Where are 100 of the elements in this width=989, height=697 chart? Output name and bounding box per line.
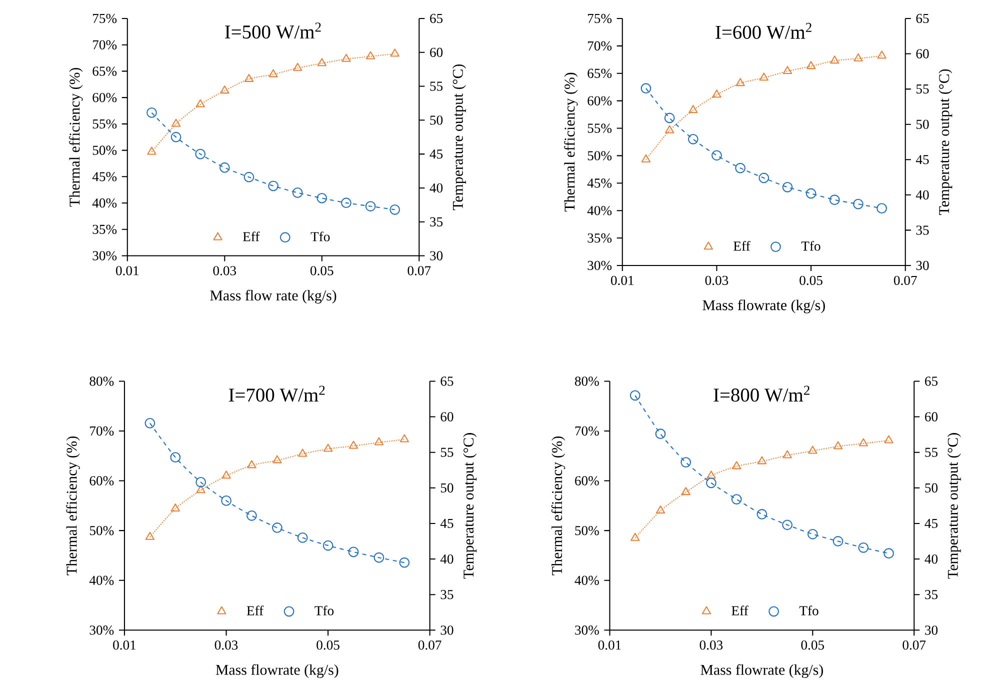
point (247, 460, 256, 468)
y-tick-label: 80% (574, 376, 599, 386)
y-tick-label: 60% (575, 476, 599, 486)
y-tick-label: 50% (588, 150, 612, 160)
point (756, 508, 768, 520)
y2-axis-title: Temperature output (°C) (452, 64, 466, 210)
y2-tick-label: 40 (924, 554, 938, 564)
point (736, 78, 745, 86)
point (221, 495, 232, 506)
point (688, 134, 698, 144)
y2-tick-label: 50 (430, 115, 443, 125)
point (390, 204, 400, 215)
y2-tick-label: 45 (916, 154, 929, 164)
y2-tick-label: 55 (925, 448, 938, 457)
point (829, 194, 840, 205)
point (297, 532, 308, 543)
point (630, 532, 640, 541)
point (782, 450, 792, 458)
point (342, 54, 351, 62)
point (807, 528, 818, 540)
y-tick-label: 75% (588, 14, 612, 23)
y-tick-label: 65% (588, 68, 612, 78)
y-tick-label: 35% (588, 233, 612, 243)
point (244, 172, 254, 182)
y2-tick-label: 65 (430, 14, 443, 23)
point (400, 434, 409, 442)
point (876, 203, 887, 214)
point (316, 192, 328, 204)
point (246, 510, 257, 521)
y2-tick-label: 40 (916, 190, 929, 200)
point (196, 476, 206, 488)
point (640, 83, 652, 94)
y2-tick-label: 65 (925, 376, 938, 386)
point (170, 132, 182, 142)
y-tick-label: 55% (92, 119, 117, 128)
point (374, 552, 384, 563)
y2-tick-label: 55 (430, 82, 443, 91)
y-tick-label: 50% (90, 526, 114, 536)
point (832, 536, 844, 546)
y-tick-label: 60% (90, 476, 114, 486)
chart-title: I=500 W/m$^{2}$ (225, 22, 321, 39)
y2-axis-title: Temperature output (°C) (463, 432, 477, 579)
point (833, 441, 843, 450)
y2-tick-label: 40 (440, 554, 454, 564)
point (782, 520, 792, 530)
y-tick-label: 30% (588, 260, 612, 270)
y2-tick-label: 35 (440, 590, 454, 600)
y-tick-label: 70% (588, 41, 612, 50)
y2-axis-title: Temperature output (°C) (947, 432, 961, 579)
x-tick-label: 0.01 (610, 276, 634, 285)
x-tick-label: 0.01 (598, 640, 621, 650)
point (323, 444, 333, 452)
y2-axis-title: Temperature output (°C) (938, 69, 952, 215)
y2-tick-label: 45 (430, 149, 443, 158)
point (144, 418, 156, 428)
point (735, 162, 746, 174)
y-tick-label: 40% (587, 206, 612, 216)
y-tick-label: 80% (90, 376, 114, 386)
y-tick-label: 60% (92, 92, 117, 102)
point (806, 60, 816, 69)
point (854, 53, 863, 62)
y2-tick-label: 50 (916, 120, 929, 129)
point (759, 72, 768, 80)
point (293, 62, 302, 71)
point (641, 154, 651, 162)
y2-tick-label: 45 (440, 518, 454, 528)
y-axis-title: Thermal efficiency (%) (66, 436, 80, 576)
point (782, 66, 792, 74)
point (146, 107, 157, 118)
y2-tick-label: 60 (430, 48, 443, 57)
point (757, 456, 766, 464)
y-axis-title: Thermal efficiency (%) (564, 72, 578, 212)
point (147, 146, 156, 155)
y-tick-label: 35% (92, 224, 117, 234)
point (292, 187, 303, 198)
y-tick-label: 45% (587, 178, 612, 188)
y2-tick-label: 35 (925, 590, 938, 600)
x-axis-title: Mass flowrate (kg/s) (700, 664, 823, 678)
y-tick-label: 65% (92, 66, 117, 76)
point (732, 461, 742, 470)
x-tick-label: 0.03 (214, 640, 238, 650)
y2-tick-label: 50 (925, 483, 938, 492)
x-tick-label: 0.07 (408, 266, 431, 276)
point (244, 74, 254, 82)
y-tick-label: 30% (575, 625, 599, 635)
y2-tick-label: 30 (440, 625, 454, 635)
x-axis-title: Mass flowrate (kg/s) (702, 299, 825, 314)
y2-tick-label: 30 (916, 260, 929, 270)
legend-label: Eff (732, 606, 748, 616)
legend-label: Tfo (314, 606, 334, 616)
point (272, 522, 282, 533)
x-tick-label: 0.01 (116, 266, 138, 276)
legend-label: Eff (246, 606, 264, 616)
legend-label: Tfo (801, 240, 820, 251)
x-axis-title: Mass flow rate (kg/s) (210, 290, 336, 304)
y2-tick-label: 55 (440, 448, 454, 457)
point (830, 55, 840, 64)
x-tick-label: 0.03 (700, 640, 723, 650)
y-tick-label: 70% (575, 426, 599, 436)
y-tick-label: 40% (574, 576, 599, 585)
